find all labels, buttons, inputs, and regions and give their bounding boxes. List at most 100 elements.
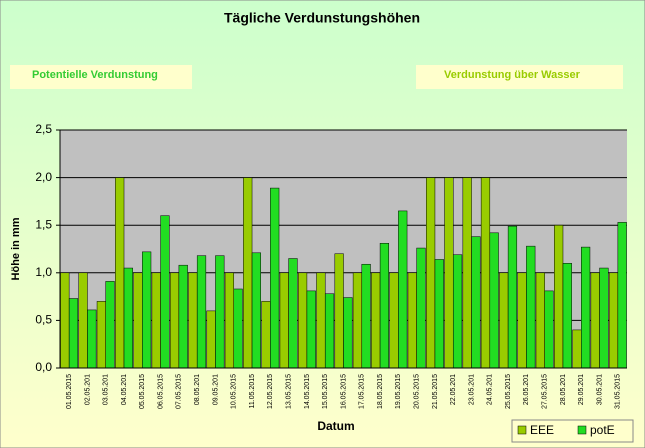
- bar: [270, 187, 280, 369]
- y-tick-label: 0,5: [35, 313, 52, 327]
- bar: [416, 247, 426, 369]
- x-tick-label: 22.05.201: [450, 374, 457, 405]
- bar: [105, 281, 115, 369]
- bar: [407, 272, 417, 369]
- x-tick-label: 07.05.2015: [176, 374, 183, 409]
- bar: [462, 177, 472, 369]
- x-tick-label: 08.05.201: [194, 374, 201, 405]
- x-tick-label: 13.05.2015: [285, 374, 292, 409]
- bar: [554, 224, 564, 369]
- bar: [398, 210, 408, 369]
- bar: [306, 290, 316, 369]
- bar: [169, 272, 180, 369]
- x-tick-label: 15.05.2015: [322, 374, 329, 409]
- bar: [224, 272, 235, 369]
- bar: [297, 272, 308, 369]
- bar: [471, 236, 481, 369]
- bar: [544, 290, 554, 369]
- x-tick-label: 17.05.2015: [359, 374, 366, 409]
- x-tick-label: 28.05.201: [560, 374, 567, 405]
- bar: [96, 301, 106, 369]
- x-tick-label: 06.05.2015: [157, 374, 164, 409]
- bar: [324, 293, 335, 369]
- bar: [142, 251, 152, 369]
- x-tick-label: 26.05.201: [523, 374, 530, 405]
- bar: [389, 272, 399, 369]
- bar: [78, 272, 88, 369]
- x-tick-label: 23.05.201: [468, 374, 475, 405]
- bar: [215, 255, 225, 369]
- bar: [352, 272, 363, 369]
- x-tick-label: 16.05.2015: [340, 374, 347, 409]
- x-tick-label: 01.05.2015: [66, 374, 73, 409]
- y-tick-label: 0,0: [35, 360, 52, 374]
- bar: [188, 272, 198, 369]
- bar: [371, 272, 381, 369]
- bar: [379, 243, 390, 369]
- y-tick-label: 1,5: [35, 217, 52, 231]
- x-tick-label: 24.05.201: [487, 374, 494, 405]
- bar: [178, 264, 188, 369]
- bar: [581, 246, 591, 369]
- x-tick-label: 12.05.2015: [267, 374, 274, 409]
- x-tick-label: 11.05.2015: [249, 374, 256, 409]
- annotation-box: [416, 65, 623, 89]
- x-tick-label: 03.05.201: [103, 374, 110, 405]
- bar: [334, 253, 344, 369]
- x-tick-label: 25.05.2015: [505, 374, 512, 409]
- x-tick-label: 10.05.2015: [231, 374, 238, 409]
- bar: [499, 272, 509, 369]
- bar: [608, 272, 619, 369]
- bar: [206, 310, 216, 369]
- annotation: Potentielle Verdunstung: [32, 69, 158, 81]
- legend-swatch: [517, 425, 527, 435]
- bar: [562, 263, 572, 369]
- bar: [316, 272, 326, 369]
- x-tick-label: 30.05.201: [596, 374, 603, 405]
- x-tick-label: 14.05.2015: [304, 374, 311, 409]
- bar: [617, 222, 627, 369]
- bar: [160, 215, 170, 369]
- y-tick-label: 2,5: [35, 122, 52, 136]
- x-tick-label: 05.05.2015: [139, 374, 146, 409]
- x-tick-label: 20.05.2015: [414, 374, 421, 409]
- legend: [511, 419, 634, 443]
- bar: [452, 254, 463, 369]
- bar: [151, 272, 161, 369]
- bar: [343, 297, 353, 369]
- bar: [68, 298, 79, 369]
- y-axis-label: Höhe in mm: [10, 217, 22, 280]
- legend-label: potE: [590, 423, 615, 437]
- annotation-box: [10, 65, 192, 89]
- x-tick-label: 18.05.2015: [377, 374, 384, 409]
- bar: [288, 258, 298, 369]
- legend-swatch: [577, 425, 587, 435]
- bar: [87, 309, 97, 369]
- bar: [133, 272, 143, 369]
- x-tick-label: 29.05.201: [578, 374, 585, 405]
- chart-title: Tägliche Verdunstungshöhen: [224, 10, 420, 26]
- bar: [434, 259, 444, 369]
- bar: [60, 272, 70, 369]
- bar: [572, 329, 582, 369]
- bar: [233, 288, 243, 369]
- x-tick-label: 27.05.2015: [542, 374, 549, 409]
- y-tick-label: 1,0: [35, 265, 52, 279]
- bar: [444, 177, 454, 369]
- y-tick-label: 2,0: [35, 170, 52, 184]
- annotation: Verdunstung über Wasser: [444, 69, 581, 81]
- x-tick-label: 31.05.2015: [615, 374, 622, 409]
- bar: [196, 255, 207, 369]
- bar: [590, 272, 600, 369]
- x-axis-label: Datum: [317, 419, 354, 433]
- bar: [507, 225, 518, 369]
- bar: [489, 232, 499, 369]
- bar: [361, 263, 371, 369]
- bar: [261, 301, 271, 369]
- bar: [426, 177, 436, 369]
- bar: [243, 177, 253, 369]
- bar: [480, 177, 491, 369]
- x-tick-label: 02.05.201: [84, 374, 91, 405]
- bar: [251, 252, 261, 369]
